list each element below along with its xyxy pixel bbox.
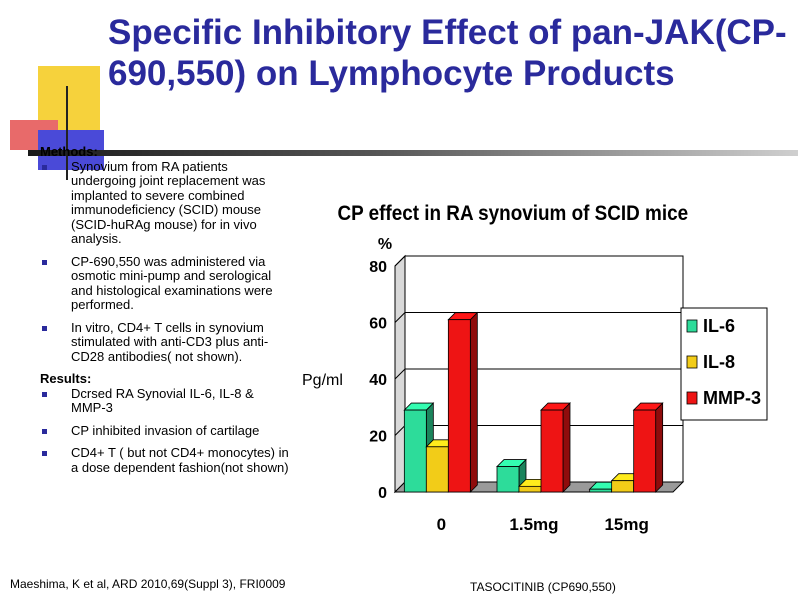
y-tick-label: 0 [378,485,387,502]
list-item-text: In vitro, CD4+ T cells in synovium stimu… [71,319,269,364]
bar-side [655,402,664,493]
y-tick-label: 40 [369,372,387,389]
list-item: In vitro, CD4+ T cells in synovium stimu… [40,319,290,365]
methods-list: Synovium from RA patients undergoing joi… [40,158,290,365]
x-tick-label: 1.5mg [509,515,558,534]
y-tick-label: 60 [369,316,387,333]
bullet-icon [42,325,47,331]
results-list: Dcrsed RA Synovial IL-6, IL-8 & MMP-3 CP… [40,385,290,476]
deco-vertical-line [66,86,68,180]
y-tick-label: 80 [369,259,387,276]
legend: IL-6 IL-8 MMP-3 [680,307,768,421]
bar [496,466,520,493]
gridline [394,312,683,323]
bullet-icon [42,451,47,456]
gridline [394,255,683,267]
bullet-icon [42,391,47,397]
methods-heading: Methods: [40,144,98,159]
list-item-text: Dcrsed RA Synovial IL-6, IL-8 & MMP-3 [71,385,254,415]
legend-label: MMP-3 [703,388,761,408]
bar [403,409,427,493]
legend-swatch [686,391,698,405]
y-axis-label: % [378,236,392,253]
slide-title: Specific Inhibitory Effect of pan-JAK(CP… [108,13,787,93]
gridline [394,368,683,380]
x-tick-label: 0 [437,515,446,534]
list-item: CP-690,550 was administered via osmotic … [40,253,290,313]
bar [589,488,613,493]
chart-title: CP effect in RA synovium of SCID mice [337,202,688,225]
bullet-icon [42,428,47,434]
list-item-text: Synovium from RA patients undergoing joi… [71,158,266,246]
bar-chart: CP effect in RA synovium of SCID mice % … [337,202,768,534]
legend-label: IL-8 [703,352,735,372]
list-item-text: CP inhibited invasion of cartilage [71,422,260,438]
bar [611,480,635,493]
bar-side [562,402,571,493]
list-item: Synovium from RA patients undergoing joi… [40,158,290,247]
bar-side [469,311,478,493]
text-column: Methods: Synovium from RA patients under… [40,144,290,483]
bar [425,446,449,493]
unit-label: Pg/ml [302,372,343,389]
list-item-text: CD4+ T ( but not CD4+ monocytes) in a do… [71,445,289,475]
legend-swatch [686,319,698,333]
list-item-text: CP-690,550 was administered via osmotic … [71,253,273,312]
citation: Maeshima, K et al, ARD 2010,69(Suppl 3),… [10,577,286,591]
y-tick-label: 20 [369,429,387,446]
title-underline [28,150,798,156]
bar [633,409,657,493]
plot-area: 0 20 40 60 80 0 1.5mg 15mg [369,254,685,534]
list-item: Dcrsed RA Synovial IL-6, IL-8 & MMP-3 [40,385,290,416]
bar [518,485,542,493]
legend-label: IL-6 [703,316,735,336]
drug-name: TASOCITINIB (CP690,550) [470,580,616,594]
legend-swatch [686,355,698,369]
list-item: CP inhibited invasion of cartilage [40,422,290,439]
bullet-icon [42,164,47,170]
bar [540,409,564,493]
list-item: CD4+ T ( but not CD4+ monocytes) in a do… [40,445,290,475]
x-tick-label: 15mg [604,515,648,534]
bullet-icon [42,259,47,265]
results-heading: Results: [40,371,92,386]
bar [447,319,471,493]
